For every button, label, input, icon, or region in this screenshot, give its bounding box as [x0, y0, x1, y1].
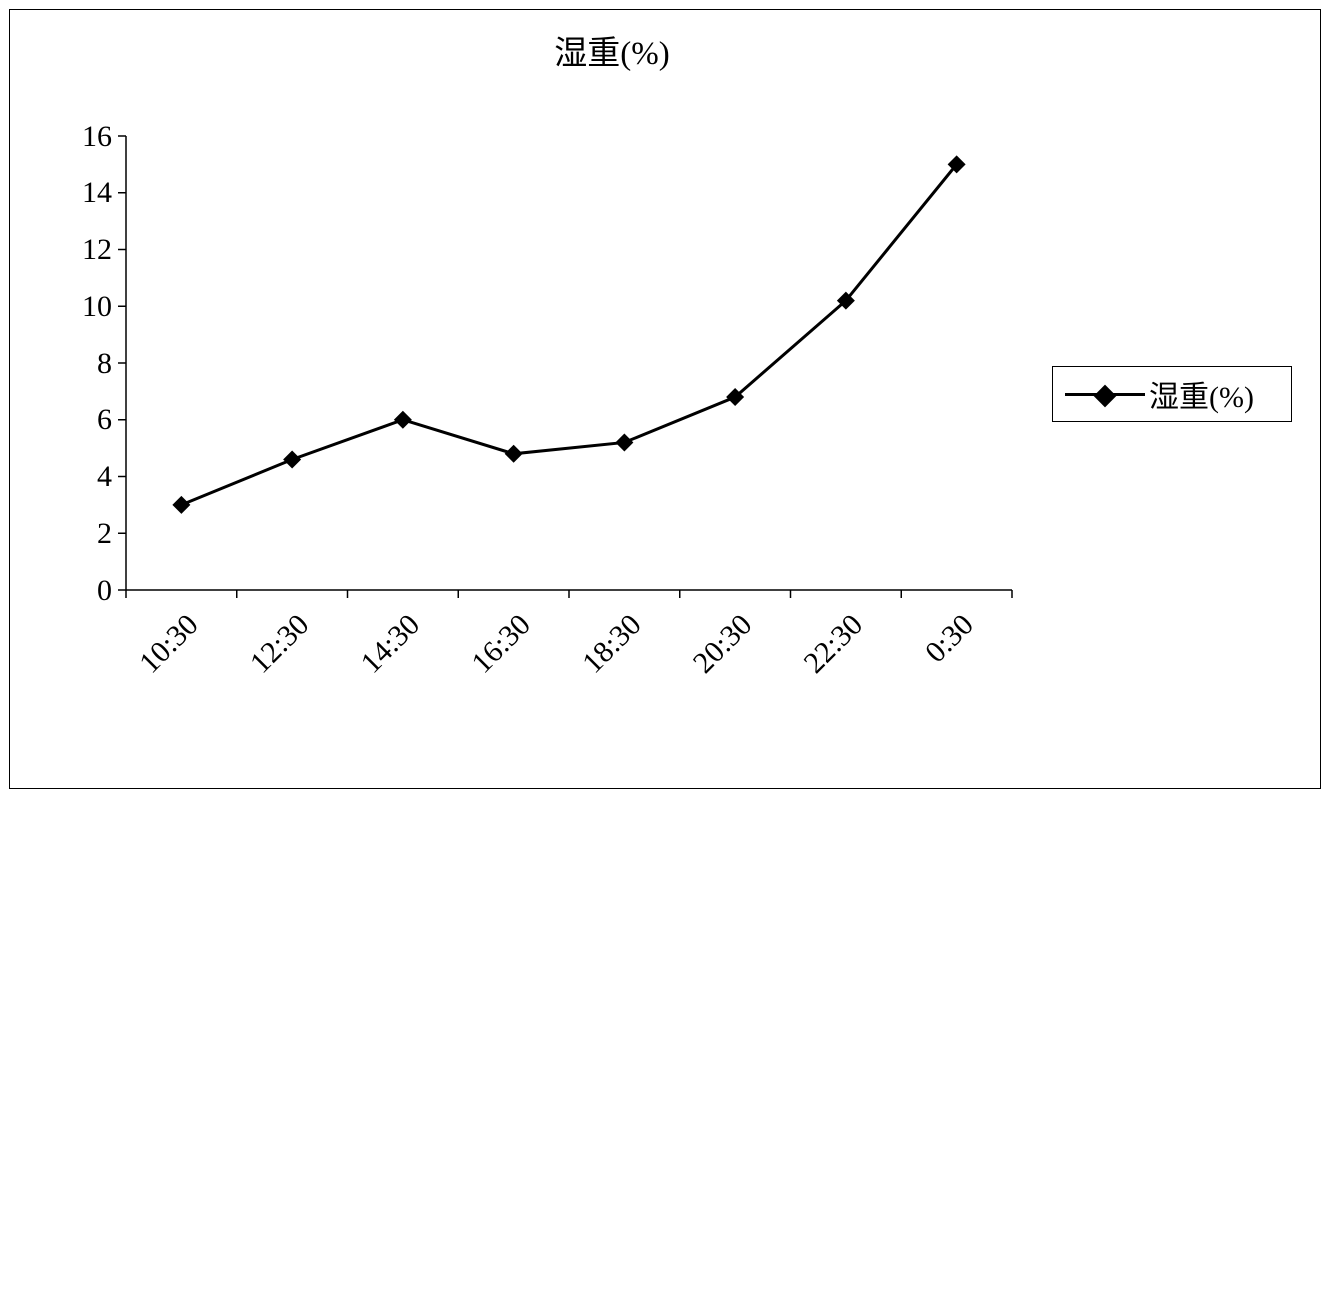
- y-tick-label: 12: [82, 233, 112, 267]
- legend: 湿重(%): [1052, 366, 1292, 422]
- y-tick-label: 4: [97, 460, 112, 494]
- y-tick-label: 0: [97, 574, 112, 608]
- y-tick-label: 6: [97, 403, 112, 437]
- chart-plot-area: [126, 136, 1012, 590]
- y-tick-label: 8: [97, 347, 112, 381]
- data-point-marker: [172, 496, 190, 514]
- legend-sample-line: [1065, 393, 1145, 396]
- series-line: [181, 164, 956, 505]
- data-point-marker: [505, 445, 523, 463]
- legend-label: 湿重(%): [1149, 372, 1254, 416]
- y-tick-label: 16: [82, 120, 112, 154]
- y-tick-label: 10: [82, 290, 112, 324]
- data-point-marker: [283, 450, 301, 468]
- series-markers: [172, 155, 965, 514]
- legend-marker-diamond-icon: [1094, 384, 1117, 407]
- chart-title: 湿重(%): [0, 26, 1224, 74]
- data-point-marker: [394, 411, 412, 429]
- y-tick-label: 14: [82, 176, 112, 210]
- data-point-marker: [615, 433, 633, 451]
- y-tick-label: 2: [97, 517, 112, 551]
